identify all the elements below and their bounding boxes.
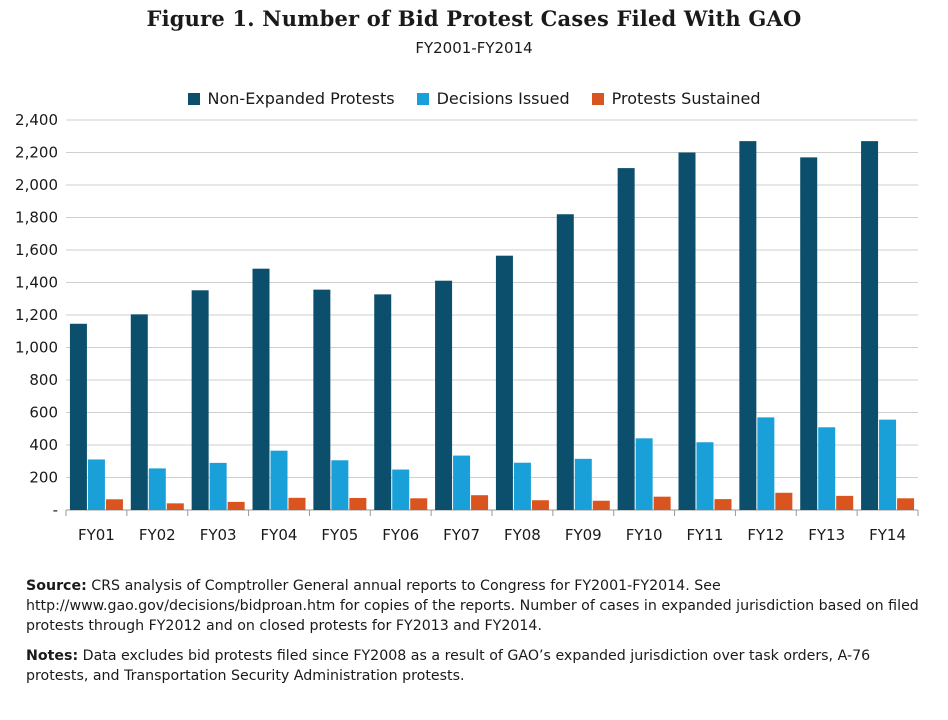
bar-non-expanded-protests [435,280,453,510]
bar-decisions-issued [574,458,592,510]
notes-block: Source: CRS analysis of Comptroller Gene… [26,576,931,696]
bar-decisions-issued [148,468,166,510]
x-tick-label: FY01 [78,526,115,544]
bar-protests-sustained [349,497,367,510]
y-tick-label: 600 [29,404,58,422]
legend-swatch [416,92,429,105]
bar-decisions-issued [331,460,349,510]
y-tick-label: 2,200 [15,144,58,162]
bar-protests-sustained [105,499,123,510]
notes-text: Data excludes bid protests filed since F… [26,648,871,684]
bar-decisions-issued [513,462,531,510]
bar-protests-sustained [410,498,428,510]
y-tick-label: 2,000 [15,176,58,194]
chart-title: Figure 1. Number of Bid Protest Cases Fi… [146,6,802,31]
legend-label: Protests Sustained [611,89,761,108]
bar-non-expanded-protests [495,255,513,510]
bar-non-expanded-protests [252,268,270,510]
bar-protests-sustained [288,497,306,510]
legend-swatch [187,92,200,105]
bar-non-expanded-protests [313,289,331,510]
y-tick-label: 1,600 [15,241,58,259]
x-tick-label: FY14 [869,526,906,544]
bar-protests-sustained [471,495,489,510]
x-tick-label: FY04 [261,526,298,544]
bar-protests-sustained [531,500,549,510]
x-tick-label: FY07 [443,526,480,544]
bar-protests-sustained [166,503,184,510]
bar-decisions-issued [209,462,227,510]
x-tick-label: FY06 [382,526,419,544]
bar-decisions-issued [453,455,471,510]
bar-protests-sustained [775,492,793,510]
bar-decisions-issued [879,419,897,510]
data-note: Notes: Data excludes bid protests filed … [26,646,931,686]
x-tick-label: FY08 [504,526,541,544]
y-tick-label: 200 [29,469,58,487]
bar-chart: - 200 400 600 800 1,000 1,200 1,400 1,600 1,800 2,… [15,111,919,544]
bar-non-expanded-protests [374,294,392,510]
x-tick-label: FY13 [808,526,845,544]
bar-protests-sustained [714,499,732,510]
bar-protests-sustained [897,498,915,510]
bar-non-expanded-protests [191,290,209,510]
legend-item-non-expanded: Non-Expanded Protests [187,89,395,108]
y-tick-label: 1,800 [15,209,58,227]
bar-non-expanded-protests [800,157,818,510]
source-note: Source: CRS analysis of Comptroller Gene… [26,576,931,636]
x-tick-label: FY12 [747,526,784,544]
legend-label: Non-Expanded Protests [207,89,395,108]
bar-decisions-issued [635,438,653,510]
y-tick-label: 400 [29,436,58,454]
bar-protests-sustained [592,500,610,510]
chart-subtitle: FY2001-FY2014 [415,39,533,57]
bar-protests-sustained [227,501,245,510]
y-tick-label: 2,400 [15,111,58,129]
bar-non-expanded-protests [678,152,696,510]
bar-decisions-issued [392,469,410,510]
bar-non-expanded-protests [69,323,87,510]
chart-legend: Non-Expanded Protests Decisions Issued P… [0,89,948,108]
y-tick-label: 800 [29,371,58,389]
y-tick-label: 1,200 [15,306,58,324]
bar-non-expanded-protests [739,141,757,510]
legend-item-decisions: Decisions Issued [416,89,570,108]
bar-decisions-issued [270,450,288,510]
source-label: Source: [26,578,87,594]
bar-non-expanded-protests [130,314,148,510]
y-tick-label: - [53,501,58,519]
y-tick-label: 1,400 [15,274,58,292]
bar-protests-sustained [836,495,854,510]
bar-non-expanded-protests [617,168,635,510]
source-text: CRS analysis of Comptroller General annu… [26,578,919,634]
x-tick-label: FY10 [626,526,663,544]
y-tick-label: 1,000 [15,339,58,357]
legend-item-sustained: Protests Sustained [591,89,761,108]
x-tick-label: FY02 [139,526,176,544]
notes-label: Notes: [26,648,79,664]
bar-decisions-issued [87,459,105,510]
legend-swatch [591,92,604,105]
x-tick-label: FY09 [565,526,602,544]
legend-label: Decisions Issued [436,89,570,108]
bar-non-expanded-protests [861,141,879,510]
bar-protests-sustained [653,496,671,510]
bar-decisions-issued [818,427,836,510]
bar-decisions-issued [757,417,775,510]
bar-decisions-issued [696,442,714,510]
x-tick-label: FY11 [687,526,724,544]
bar-non-expanded-protests [556,214,574,510]
x-tick-label: FY03 [200,526,237,544]
x-tick-label: FY05 [321,526,358,544]
